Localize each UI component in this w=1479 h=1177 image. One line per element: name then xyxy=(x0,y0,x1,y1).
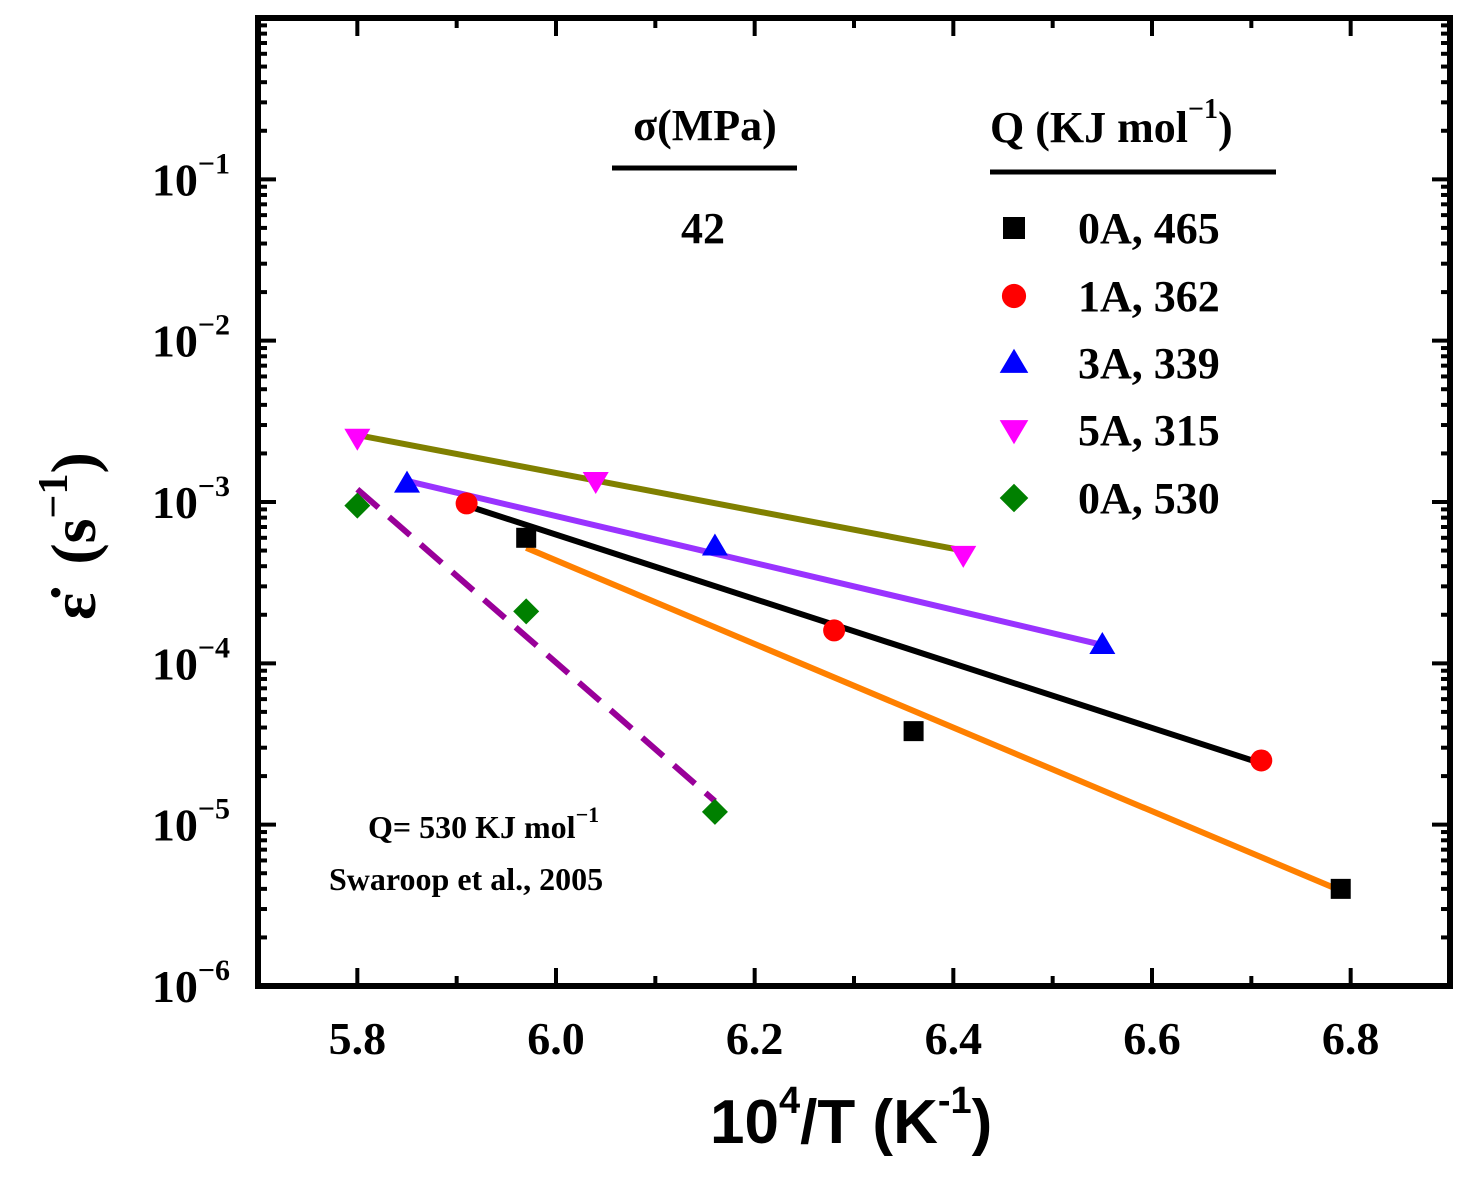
annotation-q530: Q= 530 KJ mol−1 xyxy=(368,802,599,845)
data-point xyxy=(455,492,478,515)
x-axis-label: 104/T (K-1) xyxy=(710,1080,992,1157)
annotation-q530-text: Q= 530 KJ mol xyxy=(368,809,576,845)
data-point xyxy=(701,533,728,556)
fit-lines xyxy=(355,432,1342,894)
y-tick-label-base: 10 xyxy=(152,638,198,689)
x-axis-label-mid: /T (K xyxy=(800,1088,938,1157)
y-tick-label-exp: −6 xyxy=(198,954,230,987)
plot-frame xyxy=(255,15,1453,989)
data-points xyxy=(344,428,1351,899)
fit-line xyxy=(406,478,1104,648)
x-tick-label: 6.2 xyxy=(726,1013,784,1064)
y-axis-label-close: ) xyxy=(38,452,109,473)
data-point xyxy=(823,619,846,642)
legend-label: 0A, 465 xyxy=(1078,204,1220,253)
annotation-reference: Swaroop et al., 2005 xyxy=(329,861,603,897)
legend-marker xyxy=(999,420,1029,445)
x-tick-label: 6.4 xyxy=(925,1013,983,1064)
x-tick-label: 6.6 xyxy=(1123,1013,1181,1064)
x-tick-label: 6.0 xyxy=(527,1013,585,1064)
y-tick-label-base: 10 xyxy=(152,316,198,367)
x-axis-label-end: ) xyxy=(972,1088,993,1157)
data-point xyxy=(701,798,728,825)
y-axis-label-sup: −1 xyxy=(31,474,77,519)
legend-marker xyxy=(1001,283,1027,309)
x-tick-label: 6.8 xyxy=(1322,1013,1380,1064)
y-tick-labels: 10−110−210−310−410−510−6 xyxy=(152,147,230,1012)
x-axis-label-base: 10 xyxy=(710,1088,779,1157)
y-tick-label: 10−6 xyxy=(152,954,230,1012)
stress-header: σ(MPa) xyxy=(633,101,777,150)
y-tick-label: 10−1 xyxy=(152,147,230,205)
svg-text:ε̇(s−1): ε̇ (s−1) xyxy=(31,452,109,620)
data-point xyxy=(516,527,537,548)
data-point xyxy=(1250,749,1273,772)
y-tick-label-exp: −5 xyxy=(198,793,230,826)
legend-marker xyxy=(999,348,1029,373)
fit-line xyxy=(356,432,964,554)
data-point xyxy=(1330,878,1351,899)
y-tick-label-base: 10 xyxy=(152,961,198,1012)
y-tick-label: 10−3 xyxy=(152,470,230,528)
fit-line xyxy=(355,486,717,804)
x-axis-label-sup2: -1 xyxy=(938,1080,972,1122)
legend-label: 5A, 315 xyxy=(1078,406,1220,455)
y-axis-label: ε̇ (s−1) xyxy=(31,452,109,620)
legend-marker xyxy=(1003,217,1025,239)
data-point xyxy=(950,545,977,568)
legend-label: 1A, 362 xyxy=(1078,272,1220,321)
y-tick-label-exp: −3 xyxy=(198,470,230,503)
y-tick-label-exp: −2 xyxy=(198,309,230,342)
y-tick-label-base: 10 xyxy=(152,477,198,528)
legend: 0A, 465 1A, 362 3A, 339 5A, 315 0A, 530 xyxy=(999,204,1220,523)
data-point xyxy=(344,492,371,519)
data-point xyxy=(582,471,609,494)
x-axis-label-sup1: 4 xyxy=(779,1080,800,1122)
data-point xyxy=(513,598,540,625)
y-tick-label: 10−5 xyxy=(152,793,230,851)
annotation-q530-sup: −1 xyxy=(576,802,600,827)
data-point xyxy=(394,470,420,493)
fit-line xyxy=(465,502,1263,767)
legend-label: 3A, 339 xyxy=(1078,339,1220,388)
y-tick-label-base: 10 xyxy=(152,800,198,851)
x-tick-label: 5.8 xyxy=(329,1013,387,1064)
y-tick-label-exp: −1 xyxy=(198,147,230,180)
q-header-sup: −1 xyxy=(1188,94,1218,125)
y-tick-label-exp: −4 xyxy=(198,631,230,664)
q-header: Q (KJ mol−1) xyxy=(990,94,1233,152)
legend-label: 0A, 530 xyxy=(1078,474,1220,523)
fit-line xyxy=(525,545,1342,894)
y-tick-label: 10−2 xyxy=(152,309,230,367)
data-point xyxy=(903,721,924,742)
legend-marker xyxy=(999,483,1029,513)
x-tick-labels: 5.8 6.0 6.2 6.4 6.6 6.8 xyxy=(329,1013,1380,1064)
data-point xyxy=(344,428,371,451)
y-axis-label-symbol: ε̇ xyxy=(38,588,109,620)
y-axis-label-open: (s xyxy=(38,518,109,564)
stress-value: 42 xyxy=(681,204,725,253)
q-header-base: Q (KJ mol xyxy=(990,103,1188,152)
y-tick-label: 10−4 xyxy=(152,631,230,689)
data-point xyxy=(1089,631,1116,654)
q-header-close: ) xyxy=(1218,103,1233,152)
y-tick-label-base: 10 xyxy=(152,154,198,205)
